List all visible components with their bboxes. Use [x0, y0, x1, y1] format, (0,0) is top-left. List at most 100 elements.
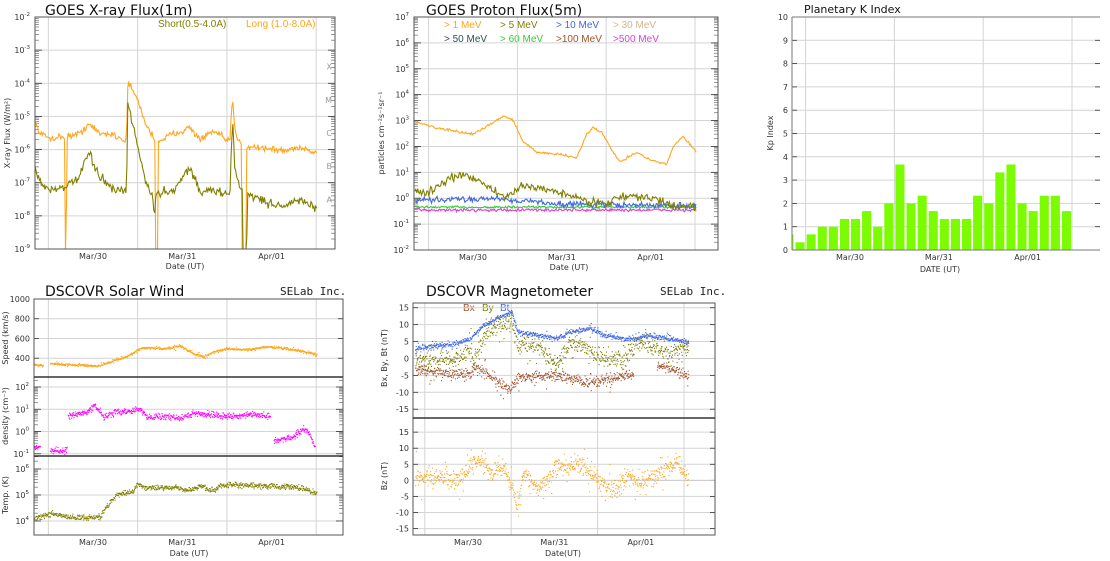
data-point — [200, 412, 202, 414]
data-point — [489, 374, 491, 376]
data-point — [621, 374, 623, 376]
data-point — [425, 365, 427, 367]
data-point — [214, 413, 216, 415]
data-point — [496, 320, 498, 322]
data-point — [181, 414, 183, 416]
data-point — [482, 327, 484, 329]
data-point — [107, 415, 109, 417]
data-point — [179, 418, 181, 420]
data-point — [456, 347, 458, 349]
data-point — [34, 448, 36, 450]
data-point — [509, 331, 511, 333]
data-point — [87, 410, 89, 412]
data-point — [596, 332, 598, 334]
data-point — [153, 485, 155, 487]
data-point — [566, 347, 568, 349]
data-point — [684, 371, 686, 373]
data-point — [107, 415, 109, 417]
data-point — [127, 354, 129, 356]
data-point — [282, 486, 284, 488]
data-point — [500, 319, 502, 321]
data-point — [457, 372, 459, 374]
data-point — [465, 341, 467, 343]
data-point — [100, 516, 102, 518]
data-point — [66, 515, 68, 517]
data-point — [562, 380, 564, 382]
data-point — [551, 376, 553, 378]
data-point — [217, 350, 219, 352]
data-point — [477, 332, 479, 334]
data-point — [218, 416, 220, 418]
data-point — [428, 360, 430, 362]
data-point — [625, 357, 627, 359]
data-point — [446, 373, 448, 375]
data-point — [76, 414, 78, 416]
data-point — [464, 375, 466, 377]
data-point — [228, 349, 230, 351]
data-point — [567, 378, 569, 380]
data-point — [419, 356, 421, 358]
data-point — [560, 360, 562, 362]
data-point — [82, 364, 84, 366]
data-point — [207, 410, 209, 412]
data-point — [671, 369, 673, 371]
data-point — [162, 486, 164, 488]
data-point — [311, 438, 313, 440]
data-point — [460, 349, 462, 351]
data-point — [532, 342, 534, 344]
data-point — [596, 351, 598, 353]
data-point — [544, 347, 546, 349]
data-point — [267, 488, 269, 490]
data-point — [135, 351, 137, 353]
data-point — [633, 343, 635, 345]
data-point — [492, 320, 494, 322]
data-point — [137, 410, 139, 412]
data-point — [436, 369, 438, 371]
data-point — [518, 350, 520, 352]
data-point — [271, 346, 273, 348]
data-point — [607, 346, 609, 348]
data-point — [219, 416, 221, 418]
data-point — [548, 348, 550, 350]
data-point — [529, 346, 531, 348]
data-point — [141, 487, 143, 489]
data-point — [191, 352, 193, 354]
data-point — [195, 487, 197, 489]
data-point — [94, 364, 96, 366]
data-point — [426, 372, 428, 374]
data-point — [185, 488, 187, 490]
data-point — [613, 377, 615, 379]
data-point — [242, 415, 244, 417]
data-point — [539, 346, 541, 348]
data-point — [287, 348, 289, 350]
data-point — [235, 417, 237, 419]
data-point — [204, 484, 206, 486]
data-point — [296, 436, 298, 438]
data-point — [613, 364, 615, 366]
data-point — [207, 488, 209, 490]
data-point — [662, 368, 664, 370]
data-point — [575, 380, 577, 382]
data-point — [91, 405, 93, 407]
data-point — [136, 482, 138, 484]
data-point — [285, 439, 287, 441]
data-point — [188, 490, 190, 492]
data-point — [540, 349, 542, 351]
data-point — [599, 360, 601, 362]
data-point — [178, 345, 180, 347]
data-point — [487, 375, 489, 377]
data-point — [72, 517, 74, 519]
kp-title: Planetary K Index — [804, 3, 901, 16]
data-point — [305, 428, 307, 430]
data-point — [422, 356, 424, 358]
data-point — [116, 410, 118, 412]
xray-plot-border — [34, 16, 336, 250]
data-point — [273, 347, 275, 349]
data-point — [543, 375, 545, 377]
data-point — [61, 514, 63, 516]
data-point — [490, 321, 492, 323]
data-point — [225, 349, 227, 351]
data-point — [607, 377, 609, 379]
data-point — [516, 382, 518, 384]
data-point — [623, 368, 625, 370]
